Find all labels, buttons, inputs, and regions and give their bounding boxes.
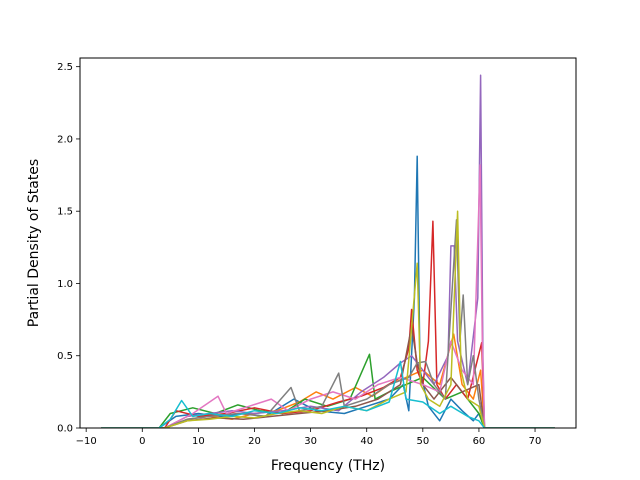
x-axis-label: Frequency (THz) bbox=[271, 458, 385, 474]
series-line-10 bbox=[101, 360, 555, 428]
x-tick-label: 10 bbox=[192, 436, 205, 447]
x-tick-label: 40 bbox=[360, 436, 373, 447]
x-tick-label: −10 bbox=[76, 436, 97, 447]
series-layer bbox=[101, 74, 555, 428]
x-tick-label: 20 bbox=[248, 436, 261, 447]
y-axis-ticks: 0.0 0.5 1.0 1.5 2.0 2.5 bbox=[57, 62, 80, 435]
plot-background bbox=[80, 58, 576, 428]
y-tick-label: 2.0 bbox=[57, 134, 73, 145]
y-tick-label: 2.5 bbox=[57, 62, 73, 73]
x-tick-label: 60 bbox=[473, 436, 486, 447]
x-tick-label: 50 bbox=[416, 436, 429, 447]
x-tick-label: 70 bbox=[529, 436, 542, 447]
y-axis-label: Partial Density of States bbox=[26, 159, 42, 327]
x-axis-ticks: −10 0 10 20 30 40 50 60 70 bbox=[76, 428, 542, 447]
y-tick-label: 0.5 bbox=[57, 351, 73, 362]
series-line-7 bbox=[101, 164, 555, 428]
y-tick-label: 1.5 bbox=[57, 207, 73, 218]
series-line-9 bbox=[101, 210, 555, 428]
x-tick-label: 0 bbox=[139, 436, 145, 447]
plot-frame bbox=[79, 57, 577, 429]
series-line-5 bbox=[101, 74, 555, 428]
y-tick-label: 1.0 bbox=[57, 279, 73, 290]
x-tick-label: 30 bbox=[304, 436, 317, 447]
y-tick-label: 0.0 bbox=[57, 424, 73, 435]
